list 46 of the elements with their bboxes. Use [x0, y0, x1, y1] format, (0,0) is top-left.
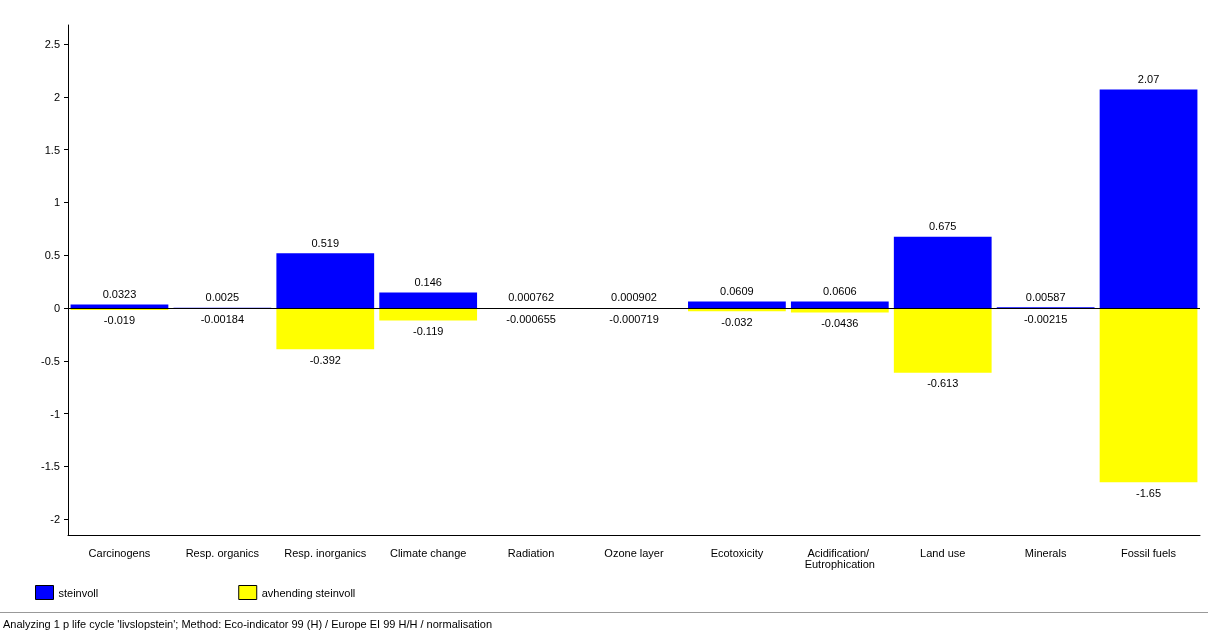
data-label: 0.000902 — [611, 291, 657, 304]
data-label: -0.613 — [927, 377, 959, 390]
data-label: -0.0436 — [821, 317, 859, 330]
x-tick-label: Ozone layer — [604, 546, 664, 559]
data-label: -1.65 — [1136, 486, 1162, 499]
x-tick-label: Land use — [920, 546, 966, 559]
x-tick-label: Climate change — [389, 546, 467, 559]
x-tick-label: Resp. inorganics — [284, 546, 367, 559]
y-tick-label: -1.5 — [41, 460, 60, 473]
data-label: -0.119 — [412, 325, 444, 338]
data-label: -0.392 — [309, 353, 341, 366]
y-tick-label: 2 — [53, 90, 60, 103]
x-tick-label: Carcinogens — [88, 546, 151, 559]
data-label: 2.07 — [1137, 72, 1160, 85]
data-label: -0.000719 — [609, 312, 659, 325]
data-label: -0.00215 — [1023, 312, 1068, 325]
data-label: 0.000762 — [508, 291, 555, 304]
y-tick-label: -2 — [50, 513, 60, 526]
data-label: 0.675 — [928, 220, 957, 233]
data-label: -0.000655 — [506, 312, 556, 325]
y-tick-label: 0 — [53, 301, 60, 314]
data-label: 0.0606 — [822, 285, 857, 298]
x-tick-label: Ecotoxicity — [710, 546, 764, 559]
data-label: 0.146 — [414, 276, 442, 289]
data-label: 0.0323 — [102, 288, 137, 301]
legend-label: avhending steinvoll — [261, 586, 356, 599]
data-label: -0.032 — [721, 315, 753, 328]
data-label: 0.519 — [311, 236, 340, 249]
text: Analyzing 1 p life cycle 'livslopstein'; Method: Eco-indicator 99 (H) / Europe EI 99 H/H / normalisation — [0, 612, 1208, 630]
x-tick-label: Minerals — [1024, 546, 1067, 559]
data-label: 0.00587 — [1025, 290, 1066, 303]
data-label: 0.0609 — [720, 285, 754, 298]
y-tick-label: -1 — [50, 407, 60, 420]
y-tick-label: 1 — [53, 196, 60, 209]
data-label: -0.00184 — [200, 312, 245, 325]
y-tick-label: 0.5 — [44, 249, 60, 262]
y-tick-label: 1.5 — [44, 143, 60, 156]
x-tick-label: Fossil fuels — [1121, 546, 1177, 559]
legend-label: steinvoll — [58, 586, 99, 599]
y-tick-label: -0.5 — [41, 354, 60, 367]
y-tick-label: 2.5 — [44, 38, 60, 51]
x-tick-label: Radiation — [507, 546, 555, 559]
x-tick-label: Resp. organics — [185, 546, 260, 559]
data-label: 0.0025 — [205, 291, 240, 304]
data-label: -0.019 — [103, 314, 136, 327]
x-tick-label: Acidification/ Eutrophication — [804, 546, 875, 570]
